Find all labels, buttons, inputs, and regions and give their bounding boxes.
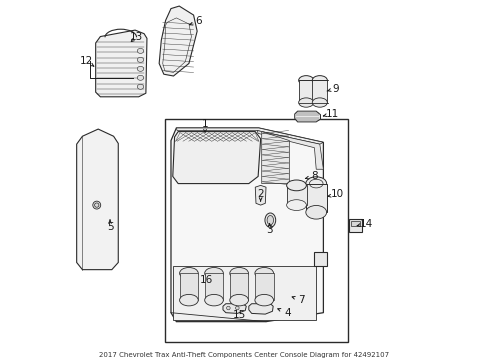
Ellipse shape (286, 200, 306, 211)
Text: 3: 3 (266, 225, 272, 235)
Ellipse shape (286, 180, 306, 191)
Polygon shape (171, 128, 323, 321)
Polygon shape (176, 128, 323, 144)
Ellipse shape (137, 84, 143, 89)
Text: 9: 9 (332, 84, 339, 94)
Ellipse shape (137, 66, 143, 71)
Polygon shape (77, 129, 118, 270)
Ellipse shape (93, 201, 101, 209)
Text: 2: 2 (257, 189, 264, 199)
Text: 8: 8 (310, 171, 317, 181)
Ellipse shape (204, 294, 223, 306)
Ellipse shape (264, 213, 275, 227)
Ellipse shape (229, 294, 248, 306)
Text: 6: 6 (195, 17, 202, 27)
Polygon shape (159, 6, 197, 76)
Text: 5: 5 (106, 222, 113, 231)
Bar (305, 184, 326, 212)
Text: 16: 16 (199, 275, 212, 285)
Bar (179, 273, 198, 300)
Polygon shape (261, 132, 289, 184)
Polygon shape (257, 131, 323, 169)
Text: 12: 12 (79, 56, 92, 66)
Polygon shape (172, 132, 260, 184)
Ellipse shape (312, 76, 326, 85)
Ellipse shape (94, 203, 99, 207)
Ellipse shape (179, 294, 198, 306)
Ellipse shape (298, 76, 313, 85)
Polygon shape (175, 269, 202, 278)
Bar (314, 252, 326, 266)
Polygon shape (223, 304, 246, 314)
Text: 14: 14 (359, 219, 372, 229)
Text: 7: 7 (298, 295, 305, 305)
Bar (182, 271, 184, 276)
Ellipse shape (137, 57, 143, 62)
Bar (229, 273, 248, 300)
Text: 4: 4 (284, 308, 290, 318)
Ellipse shape (305, 177, 326, 190)
Bar (286, 185, 306, 205)
Ellipse shape (305, 206, 326, 219)
Polygon shape (96, 30, 147, 97)
Ellipse shape (266, 216, 273, 225)
Polygon shape (248, 304, 273, 314)
Bar (312, 80, 326, 103)
Bar (254, 273, 273, 300)
Text: 10: 10 (330, 189, 344, 199)
Ellipse shape (235, 306, 239, 310)
Polygon shape (172, 266, 316, 320)
Text: 15: 15 (233, 310, 246, 320)
Bar (204, 273, 223, 300)
Ellipse shape (312, 98, 326, 107)
Bar (298, 80, 313, 103)
Polygon shape (294, 111, 320, 122)
Text: 11: 11 (325, 109, 338, 119)
Polygon shape (255, 185, 265, 205)
Ellipse shape (226, 306, 230, 310)
Bar (164, 119, 347, 342)
Ellipse shape (229, 267, 248, 279)
Ellipse shape (137, 75, 143, 80)
Ellipse shape (204, 267, 223, 279)
Ellipse shape (254, 294, 273, 306)
Ellipse shape (254, 267, 273, 279)
Text: 2017 Chevrolet Trax Anti-Theft Components Center Console Diagram for 42492107: 2017 Chevrolet Trax Anti-Theft Component… (99, 352, 389, 358)
Ellipse shape (137, 48, 143, 53)
Bar (350, 221, 360, 226)
Text: 1: 1 (202, 120, 208, 129)
Bar (187, 271, 190, 276)
Ellipse shape (298, 98, 313, 107)
Ellipse shape (179, 267, 198, 279)
Bar (193, 271, 196, 276)
Bar (348, 219, 362, 232)
Text: 13: 13 (130, 32, 143, 41)
